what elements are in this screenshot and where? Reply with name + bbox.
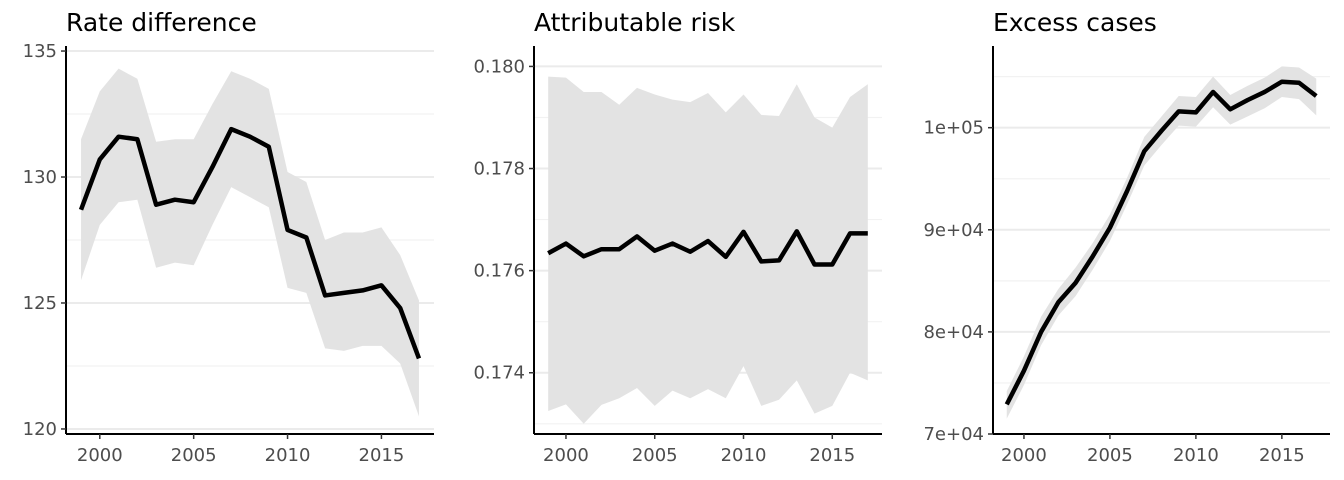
y-tick-label: 8e+04 xyxy=(923,322,984,343)
x-tick-label: 2010 xyxy=(1173,445,1219,466)
series-line xyxy=(1004,79,1318,406)
x-tick-label: 2015 xyxy=(809,445,855,466)
panel-title: Rate difference xyxy=(66,8,257,37)
x-tick-label: 2000 xyxy=(543,445,589,466)
confidence-ribbon xyxy=(81,68,419,417)
panel-excess-cases: Excess cases 7e+04 8e+04 9e+04 1e+05 2000 200… xyxy=(923,8,1330,466)
panel-title: Excess cases xyxy=(993,8,1157,37)
x-tick-label: 2010 xyxy=(265,445,311,466)
y-tick-label: 9e+04 xyxy=(923,220,984,241)
x-tick-label: 2015 xyxy=(1259,445,1305,466)
x-tick-label: 2015 xyxy=(359,445,405,466)
panel-title: Attributable risk xyxy=(534,8,736,37)
x-tick-label: 2005 xyxy=(171,445,217,466)
confidence-ribbon xyxy=(1006,66,1317,419)
y-tick-label: 0.176 xyxy=(473,261,525,282)
x-tick-label: 2010 xyxy=(721,445,767,466)
panel-rate-difference: Rate difference 120 125 130 135 2000 2005 2010… xyxy=(23,8,434,466)
x-tick-label: 2000 xyxy=(77,445,123,466)
series-line xyxy=(78,126,422,360)
y-tick-label: 130 xyxy=(23,167,57,188)
x-tick-label: 2000 xyxy=(1001,445,1047,466)
series-line xyxy=(547,229,868,267)
y-tick-label: 0.180 xyxy=(473,56,525,77)
plot-area: 0.174 0.176 0.178 0.180 2000 2005 2010 2015 xyxy=(473,46,882,466)
x-tick-label: 2005 xyxy=(1087,445,1133,466)
y-tick-label: 125 xyxy=(23,293,57,314)
y-tick-label: 0.174 xyxy=(473,363,525,384)
x-tick-label: 2005 xyxy=(632,445,678,466)
y-tick-label: 135 xyxy=(23,41,57,62)
y-tick-label: 7e+04 xyxy=(923,424,984,445)
y-tick-label: 1e+05 xyxy=(923,118,984,139)
y-tick-label: 120 xyxy=(23,419,57,440)
plot-area: 7e+04 8e+04 9e+04 1e+05 2000 2005 2010 2015 xyxy=(923,46,1330,466)
y-tick-label: 0.178 xyxy=(473,159,525,180)
plot-area: 120 125 130 135 2000 2005 2010 2015 xyxy=(23,41,434,466)
confidence-ribbon xyxy=(548,76,868,424)
panel-attributable-risk: Attributable risk 0.174 0.176 0.178 0.180 20… xyxy=(473,8,882,466)
